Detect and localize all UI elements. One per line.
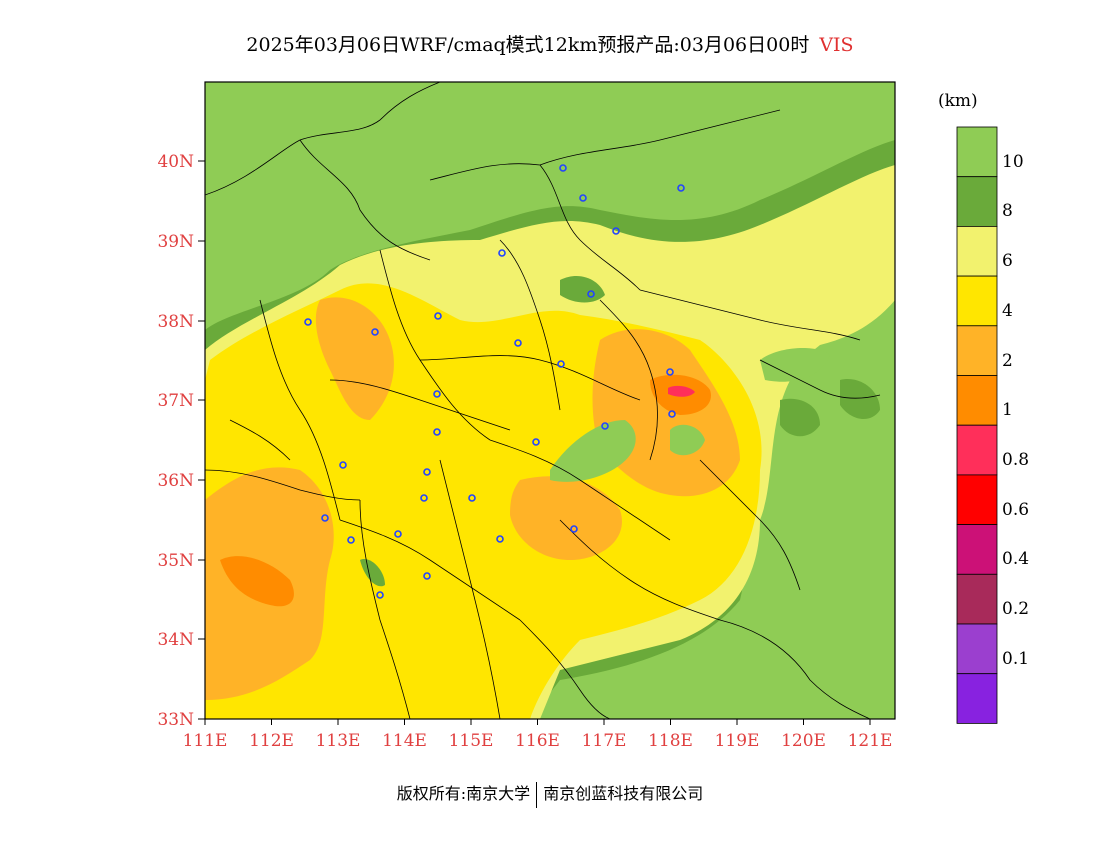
footer-company: 南京创蓝科技有限公司: [543, 784, 704, 803]
lon-tick-label: 118E: [648, 731, 693, 751]
colorbar: [956, 126, 998, 724]
green-patch-peninsula-east: [840, 379, 880, 420]
green-patch-peninsula: [780, 398, 820, 437]
city-markers: [304, 164, 685, 599]
colorbar-swatch: [956, 623, 998, 675]
colorbar-swatch: [956, 424, 998, 476]
colorbar-swatch: [956, 375, 998, 426]
colorbar-swatch: [956, 524, 998, 575]
footer-copyright: 版权所有:南京大学: [396, 784, 531, 803]
footer: 版权所有:南京大学 南京创蓝科技有限公司: [0, 780, 1100, 808]
lon-tick-label: 113E: [316, 731, 361, 751]
colorbar-level-label: 0.2: [1002, 599, 1030, 619]
colorbar-level-label: 1: [1002, 400, 1013, 421]
colorbar-swatch: [956, 474, 998, 525]
footer-separator: [536, 781, 538, 808]
colorbar-level-label: 0.4: [1002, 549, 1030, 570]
colorbar-level-label: 4: [1002, 300, 1013, 321]
orange-patch-north: [315, 297, 394, 420]
colorbar-level-label: 0.1: [1002, 648, 1030, 669]
colorbar-level-label: 6: [1002, 251, 1013, 272]
lat-tick-label: 40N: [157, 152, 194, 172]
green-patch-coast: [760, 348, 830, 382]
lon-tick-label: 119E: [715, 731, 760, 751]
lon-tick-label: 114E: [382, 731, 427, 751]
lat-tick-label: 37N: [157, 391, 194, 411]
title-variable: VIS: [819, 34, 854, 56]
colorbar-level-label: 8: [1002, 201, 1013, 222]
map-field: [205, 82, 895, 719]
lat-tick-label: 33N: [157, 710, 194, 730]
colorbar-swatch: [956, 573, 998, 625]
lon-tick-label: 121E: [848, 731, 893, 751]
lon-tick-label: 115E: [449, 731, 494, 751]
colorbar-level-label: 2: [1002, 350, 1013, 371]
orange-patch-central: [510, 476, 622, 560]
lat-tick-label: 36N: [157, 471, 194, 491]
colorbar-unit: (km): [938, 91, 978, 111]
colorbar-level-label: 0.6: [1002, 499, 1030, 520]
lat-tick-label: 34N: [157, 630, 194, 650]
low-visibility-spot: [668, 385, 695, 397]
lon-tick-label: 111E: [183, 731, 228, 751]
green-patch-central: [550, 420, 636, 482]
colorbar-level-label: 0.8: [1002, 449, 1030, 470]
colorbar-swatch: [956, 673, 998, 724]
lon-tick-label: 117E: [582, 731, 627, 751]
green-patch-southwest: [360, 559, 385, 587]
colorbar-swatch: [956, 225, 998, 277]
lat-tick-label: 38N: [157, 312, 194, 332]
colorbar-level-label: 10: [1002, 151, 1024, 172]
colorbar-swatch: [956, 275, 998, 327]
lat-tick-label: 35N: [157, 551, 194, 571]
lon-tick-label: 120E: [781, 731, 826, 751]
lon-tick-label: 116E: [515, 731, 560, 751]
colorbar-swatch: [956, 176, 998, 227]
boundaries: [205, 82, 881, 719]
title-main: 2025年03月06日WRF/cmaq模式12km预报产品:03月06日00时: [246, 34, 810, 56]
lon-tick-label: 112E: [249, 731, 294, 751]
map-title: 2025年03月06日WRF/cmaq模式12km预报产品:03月06日00时 V…: [0, 30, 1100, 57]
colorbar-swatch: [956, 126, 998, 178]
colorbar-swatch: [956, 325, 998, 376]
orange-core-southwest: [220, 556, 294, 607]
lat-tick-label: 39N: [157, 232, 194, 252]
green-patch-east: [670, 424, 705, 456]
